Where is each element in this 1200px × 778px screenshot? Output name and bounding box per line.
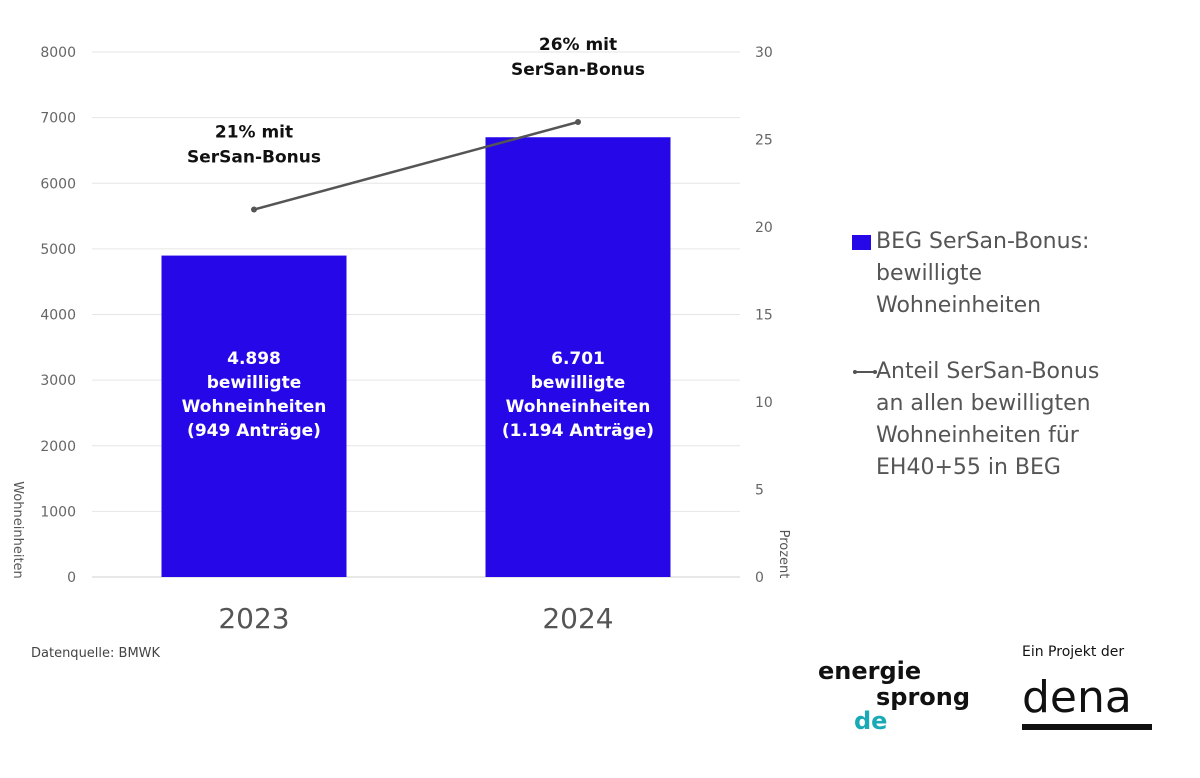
legend-item-bars: BEG SerSan-Bonus: bewilligte Wohneinheit… bbox=[852, 226, 1152, 322]
bar-data-label: Wohneinheiten bbox=[182, 397, 327, 417]
y-tick-label: 7000 bbox=[40, 111, 76, 127]
bar-data-label: 6.701 bbox=[551, 349, 605, 369]
bar-data-label: Wohneinheiten bbox=[506, 397, 651, 417]
legend-line-icon bbox=[853, 370, 877, 374]
energiesprong-logo: energie sprong de bbox=[818, 654, 978, 734]
y2-tick-label: 15 bbox=[755, 308, 773, 324]
y-tick-label: 1000 bbox=[40, 504, 76, 520]
dena-logo-underline bbox=[1022, 724, 1152, 730]
y2-tick-label: 0 bbox=[755, 570, 764, 586]
data-source: Datenquelle: BMWK bbox=[31, 646, 161, 661]
y2-tick-label: 30 bbox=[755, 45, 773, 61]
y2-tick-label: 10 bbox=[755, 395, 773, 411]
y-tick-label: 3000 bbox=[40, 373, 76, 389]
chart-legend: BEG SerSan-Bonus: bewilligte Wohneinheit… bbox=[852, 226, 1152, 484]
line-series bbox=[253, 120, 579, 211]
y-tick-label: 4000 bbox=[40, 308, 76, 324]
bar-data-label: 4.898 bbox=[227, 349, 281, 369]
line-point-label: 21% mit bbox=[215, 123, 293, 143]
legend-line-label-2: an allen bewilligten bbox=[876, 391, 1091, 416]
y2-tick-label: 25 bbox=[755, 133, 773, 149]
dena-logo: dena bbox=[1022, 672, 1132, 723]
combo-chart: 0 1000 2000 3000 4000 5000 6000 7000 8000 0 5 10 15 2… bbox=[10, 35, 791, 635]
x-tick-label: 2024 bbox=[542, 602, 613, 635]
legend-line-label-1: Anteil SerSan-Bonus bbox=[876, 359, 1100, 384]
line-point-label: SerSan-Bonus bbox=[187, 148, 321, 168]
legend-bar-swatch bbox=[852, 235, 871, 250]
line-point-label: 26% mit bbox=[539, 35, 617, 55]
legend-line-label-3: Wohneinheiten für bbox=[876, 423, 1079, 448]
legend-item-line: Anteil SerSan-Bonus an allen bewilligten… bbox=[852, 356, 1152, 484]
project-label: Ein Projekt der bbox=[1022, 644, 1125, 660]
logo-text-energie: energie bbox=[818, 657, 922, 685]
y2-tick-label: 5 bbox=[755, 483, 764, 499]
logo-text-de: de bbox=[854, 707, 888, 735]
line-point bbox=[251, 206, 257, 213]
bar bbox=[161, 255, 347, 577]
line-point-label: SerSan-Bonus bbox=[511, 60, 645, 80]
y-tick-label: 0 bbox=[67, 570, 76, 586]
logo-text-sprong: sprong bbox=[876, 683, 971, 711]
y-tick-label: 5000 bbox=[40, 242, 76, 258]
y2-tick-label: 20 bbox=[755, 220, 773, 236]
bar bbox=[485, 137, 671, 577]
line-point bbox=[575, 119, 581, 125]
y-tick-label: 8000 bbox=[40, 45, 76, 61]
legend-bar-label-3: Wohneinheiten bbox=[876, 293, 1042, 318]
legend-line-label-4: EH40+55 in BEG bbox=[876, 455, 1061, 480]
legend-bar-label-1: BEG SerSan-Bonus: bbox=[876, 229, 1090, 254]
bar-data-label: bewilligte bbox=[531, 373, 626, 393]
bar-data-label: (949 Anträge) bbox=[187, 421, 321, 441]
bar-data-label: bewilligte bbox=[207, 373, 302, 393]
y-tick-label: 2000 bbox=[40, 439, 76, 455]
bar-data-label: (1.194 Anträge) bbox=[502, 421, 654, 441]
x-tick-label: 2023 bbox=[218, 602, 289, 635]
legend-bar-label-2: bewilligte bbox=[876, 261, 983, 286]
y-axis-title: Wohneinheiten bbox=[10, 481, 25, 579]
y-tick-label: 6000 bbox=[40, 176, 76, 192]
y2-axis-title: Prozent bbox=[776, 530, 791, 579]
